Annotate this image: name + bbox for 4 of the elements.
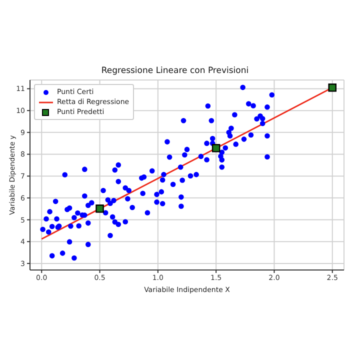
point	[212, 144, 220, 152]
point	[328, 84, 337, 92]
chart-title: Regressione Lineare con Previsioni	[100, 66, 250, 76]
point	[96, 204, 104, 213]
